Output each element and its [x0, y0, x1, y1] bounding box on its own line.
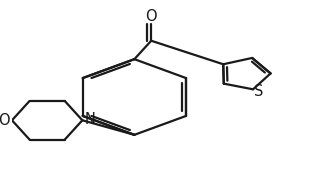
Text: S: S	[254, 84, 263, 99]
Text: O: O	[0, 113, 10, 128]
Text: N: N	[85, 112, 95, 127]
Text: O: O	[145, 9, 157, 24]
